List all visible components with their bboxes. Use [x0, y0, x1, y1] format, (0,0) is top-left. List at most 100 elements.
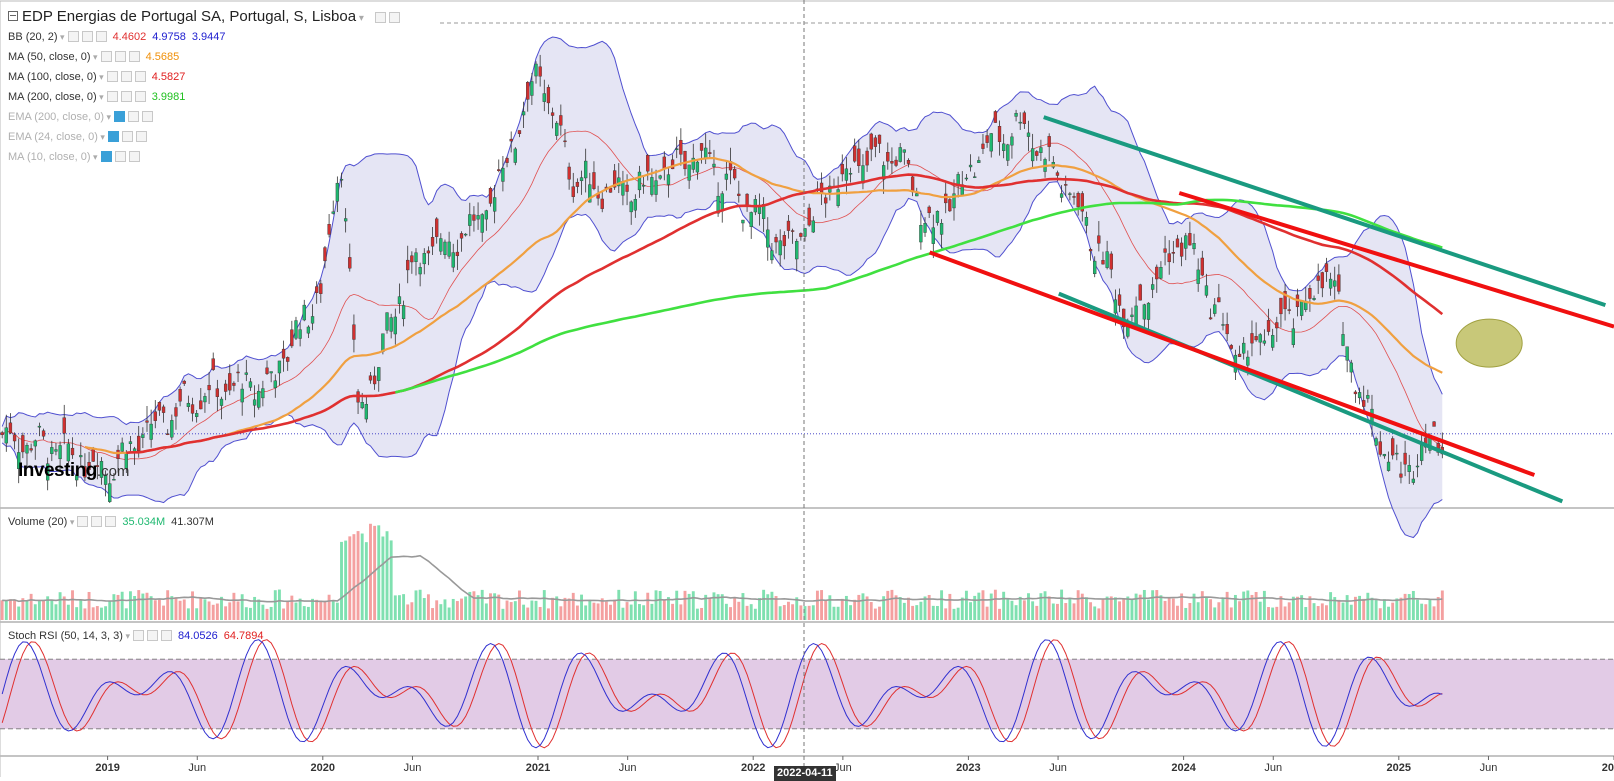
dropdown-arrow-icon[interactable]: ▾ — [90, 52, 98, 62]
volume-bar-177 — [733, 597, 737, 620]
volume-bar-62 — [257, 599, 261, 620]
indicator-name: EMA (200, close, 0) — [8, 111, 104, 123]
dropdown-arrow-icon[interactable]: ▾ — [57, 32, 65, 42]
volume-bar-287 — [1188, 603, 1192, 620]
candle-158 — [654, 169, 658, 202]
volume-bar-266 — [1101, 598, 1105, 620]
eye-icon[interactable] — [106, 91, 118, 102]
close-icon[interactable] — [95, 31, 107, 42]
candle-75 — [310, 304, 315, 331]
eye-icon[interactable] — [67, 31, 79, 42]
legend-row-5[interactable]: EMA (24, close, 0) ▾ — [8, 131, 147, 143]
eye-icon[interactable] — [77, 516, 89, 527]
settings-icon[interactable] — [114, 151, 126, 162]
dropdown-arrow-icon[interactable]: ▾ — [122, 631, 130, 641]
candle-249 — [1030, 133, 1035, 169]
candle-276 — [1142, 303, 1147, 331]
candle-191 — [790, 228, 795, 244]
volume-bar-185 — [766, 594, 770, 620]
dropdown-arrow-icon[interactable]: ▾ — [96, 72, 104, 82]
candle-310 — [1283, 283, 1287, 321]
settings-icon[interactable] — [128, 111, 140, 122]
close-icon[interactable] — [128, 51, 140, 62]
close-icon[interactable] — [134, 71, 146, 82]
settings-icon[interactable] — [81, 31, 93, 42]
candle-302 — [1250, 320, 1254, 357]
close-icon[interactable] — [160, 630, 172, 641]
eye-icon[interactable] — [106, 71, 118, 82]
eye-icon[interactable] — [100, 51, 112, 62]
candle-35 — [145, 406, 149, 432]
candle-330 — [1366, 389, 1370, 403]
volume-bar-82 — [340, 541, 343, 620]
chart-title[interactable]: EDP Energias de Portugal SA, Portugal, S… — [8, 8, 400, 25]
close-icon[interactable] — [128, 151, 140, 162]
volume-bar-345 — [1428, 599, 1432, 620]
volume-bar-168 — [695, 608, 699, 620]
legend-row-4[interactable]: EMA (200, close, 0) ▾ — [8, 111, 154, 123]
volume-bar-225 — [931, 605, 935, 620]
close-icon[interactable] — [135, 131, 147, 142]
settings-icon[interactable] — [146, 630, 158, 641]
volume-bar-330 — [1366, 592, 1370, 620]
legend-row-1[interactable]: MA (50, close, 0) ▾ 4.5685 — [8, 51, 179, 63]
volume-bar-228 — [944, 608, 948, 620]
close-icon[interactable] — [142, 111, 154, 122]
teal-channel-lower — [1058, 291, 1564, 504]
candle-195 — [807, 203, 811, 227]
candle-244 — [1010, 133, 1014, 159]
legend-row-6[interactable]: MA (10, close, 0) ▾ — [8, 151, 140, 163]
volume-bar-236 — [977, 592, 981, 620]
settings-icon[interactable] — [120, 71, 132, 82]
volume-bar-288 — [1192, 593, 1196, 620]
volume-bar-75 — [311, 598, 314, 620]
legend-row-2[interactable]: MA (100, close, 0) ▾ 4.5827 — [8, 71, 185, 83]
settings-icon[interactable] — [114, 51, 126, 62]
volume-bar-165 — [683, 590, 687, 620]
eye-icon[interactable] — [132, 630, 144, 641]
close-icon[interactable] — [105, 516, 117, 527]
close-icon[interactable] — [134, 91, 146, 102]
volume-bar-81 — [335, 602, 339, 620]
legend-volume[interactable]: Volume (20) ▾ 35.034M 41.307M — [8, 516, 214, 528]
volume-bar-144 — [596, 603, 600, 620]
eye-icon[interactable] — [100, 151, 112, 162]
dropdown-arrow-icon[interactable]: ▾ — [96, 92, 104, 102]
legend-stoch-rsi[interactable]: Stoch RSI (50, 14, 3, 3) ▾ 84.0526 64.7894 — [8, 630, 264, 642]
volume-bar-57 — [236, 601, 240, 620]
dropdown-arrow-icon[interactable]: ▾ — [90, 152, 98, 162]
legend-row-0[interactable]: BB (20, 2) ▾ 4.4602 4.9758 3.9447 — [8, 31, 226, 43]
settings-icon[interactable] — [91, 516, 103, 527]
volume-bar-143 — [592, 602, 596, 620]
dropdown-arrow-icon[interactable]: ▾ — [104, 112, 112, 122]
candle-48 — [199, 388, 203, 410]
settings-icon[interactable] — [120, 91, 132, 102]
volume-bar-328 — [1358, 595, 1362, 620]
settings-icon[interactable] — [121, 131, 133, 142]
volume-bar-237 — [981, 590, 985, 620]
red-channel-lower — [928, 250, 1536, 477]
candle-333 — [1378, 431, 1382, 457]
candle-320 — [1324, 257, 1329, 282]
volume-bar-311 — [1287, 602, 1291, 620]
legend-row-3[interactable]: MA (200, close, 0) ▾ 3.9981 — [8, 91, 185, 103]
indicator-value: 4.5827 — [151, 71, 186, 83]
dropdown-arrow-icon[interactable]: ▾ — [67, 517, 75, 527]
candle-192 — [795, 238, 799, 272]
dropdown-arrow-icon[interactable]: ▾ — [97, 132, 105, 142]
highlight-ellipse — [1455, 318, 1523, 368]
volume-bar-190 — [787, 601, 790, 620]
candle-79 — [327, 213, 331, 238]
gear-icon[interactable] — [388, 12, 400, 23]
volume-bar-149 — [617, 589, 621, 620]
eye-icon[interactable] — [114, 111, 126, 122]
collapse-icon[interactable] — [8, 11, 18, 21]
settings-icon[interactable] — [374, 12, 386, 23]
ma50-line — [84, 157, 1443, 455]
volume-bar-107 — [443, 599, 447, 620]
candle-250 — [1035, 150, 1039, 161]
candle-327 — [1353, 390, 1358, 403]
volume-bar-25 — [104, 606, 108, 620]
eye-icon[interactable] — [107, 131, 119, 142]
